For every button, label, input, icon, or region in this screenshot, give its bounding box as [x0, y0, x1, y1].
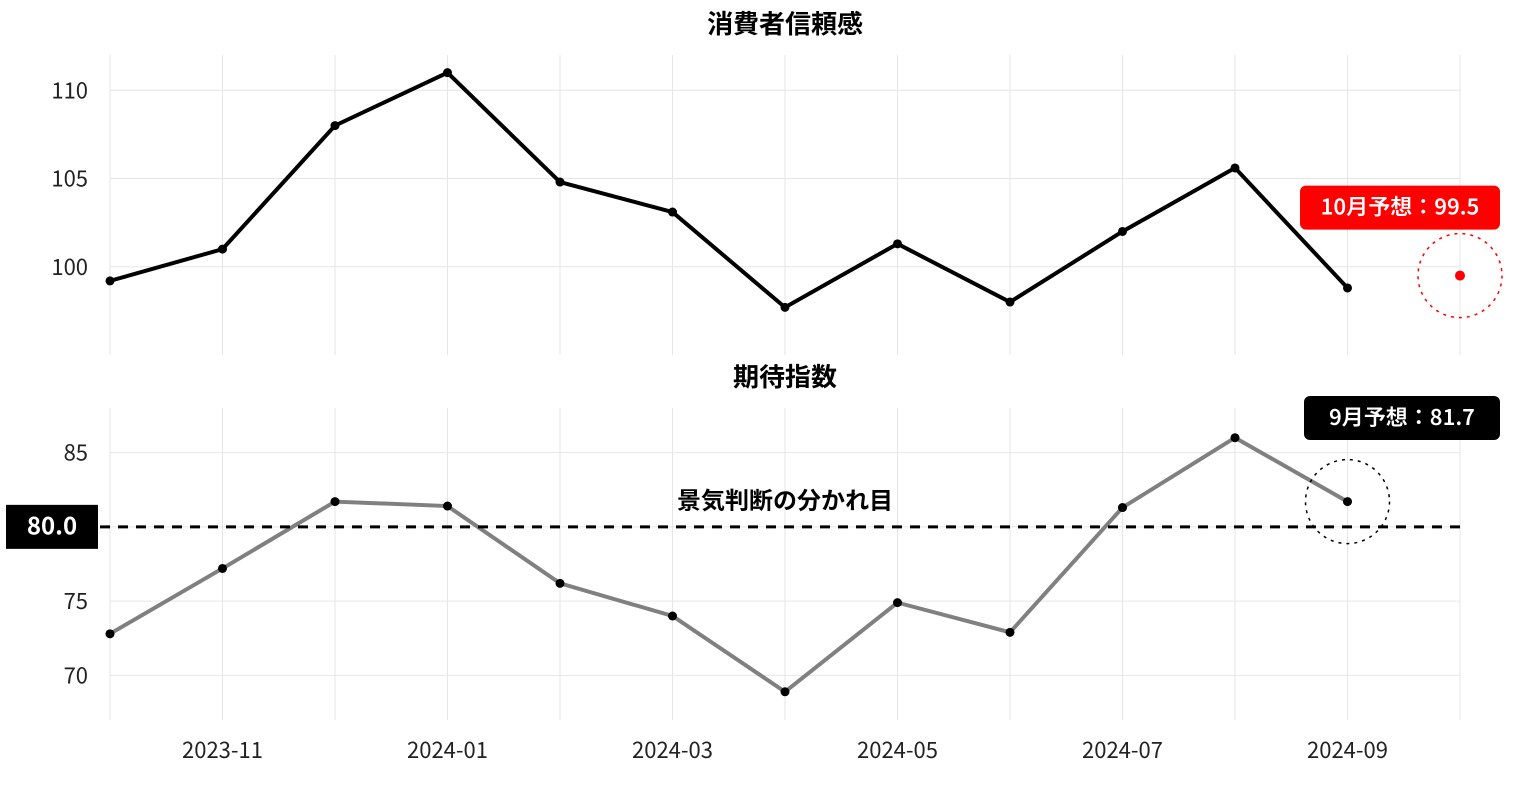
chart-title: 消費者信頼感 [707, 4, 863, 41]
series-line [110, 438, 1348, 692]
series-marker [781, 303, 790, 312]
series-marker [1006, 628, 1015, 637]
series-marker [668, 612, 677, 621]
y-tick-label: 70 [64, 658, 88, 690]
series-marker [106, 629, 115, 638]
x-tick-label: 2024-03 [632, 733, 713, 765]
series-marker [781, 687, 790, 696]
forecast-callout-text: 9月予想：81.7 [1329, 400, 1475, 432]
series-marker [331, 497, 340, 506]
series-marker [668, 208, 677, 217]
series-marker [331, 121, 340, 130]
series-marker [1006, 298, 1015, 307]
series-marker [443, 68, 452, 77]
series-marker [1118, 227, 1127, 236]
series-marker [556, 579, 565, 588]
series-marker [443, 502, 452, 511]
forecast-callout-text: 10月予想：99.5 [1321, 190, 1480, 222]
x-tick-label: 2023-11 [182, 733, 263, 765]
y-tick-label: 75 [64, 584, 88, 616]
series-marker [893, 598, 902, 607]
x-tick-label: 2024-07 [1082, 733, 1163, 765]
reference-label: 景気判断の分かれ目 [677, 481, 893, 516]
forecast-point [1455, 271, 1465, 281]
y-tick-label: 85 [64, 436, 88, 468]
y-tick-label: 110 [51, 73, 88, 105]
series-marker [1231, 433, 1240, 442]
y-tick-label: 105 [51, 162, 88, 194]
series-marker [1231, 163, 1240, 172]
series-marker [1343, 497, 1352, 506]
series-marker [218, 245, 227, 254]
reference-badge-text: 80.0 [27, 506, 77, 541]
x-tick-label: 2024-01 [407, 733, 488, 765]
charts-svg: 100105110消費者信頼感10月予想：99.570758085期待指数80.… [0, 0, 1540, 790]
chart-title: 期待指数 [733, 357, 837, 394]
x-tick-label: 2024-09 [1307, 733, 1388, 765]
series-marker [893, 239, 902, 248]
x-tick-label: 2024-05 [857, 733, 938, 765]
series-marker [1343, 283, 1352, 292]
y-tick-label: 100 [51, 250, 88, 282]
series-marker [556, 178, 565, 187]
series-marker [218, 564, 227, 573]
series-marker [1118, 503, 1127, 512]
series-marker [106, 276, 115, 285]
series-line [110, 73, 1348, 308]
